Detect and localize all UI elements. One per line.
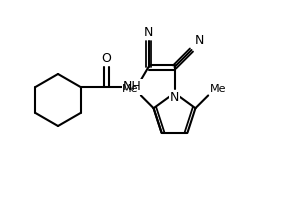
Text: N: N [195, 34, 204, 47]
Text: Me: Me [210, 84, 227, 94]
Text: Me: Me [122, 84, 139, 94]
Text: NH: NH [123, 80, 142, 94]
Text: O: O [102, 52, 111, 65]
Text: N: N [144, 26, 153, 39]
Text: N: N [170, 91, 179, 104]
